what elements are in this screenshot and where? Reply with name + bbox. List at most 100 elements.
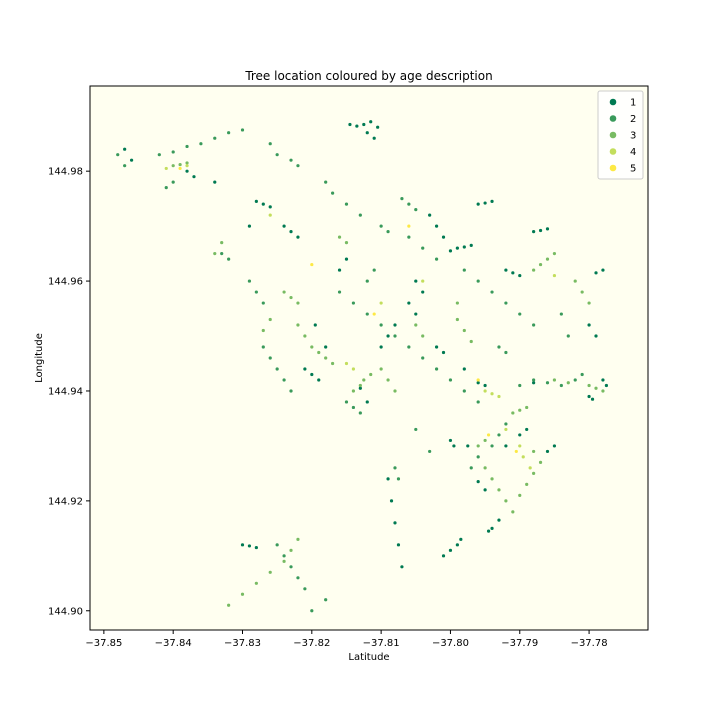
data-point-series-2 <box>213 136 217 140</box>
data-point-series-3 <box>282 290 286 294</box>
data-point-series-2 <box>296 576 300 580</box>
data-point-series-3 <box>490 477 494 481</box>
data-point-series-1 <box>268 205 272 209</box>
data-point-series-3 <box>282 559 286 563</box>
data-point-series-4 <box>483 389 487 393</box>
data-point-series-3 <box>511 411 515 415</box>
data-point-series-3 <box>185 161 189 165</box>
data-point-series-1 <box>604 383 609 388</box>
x-tick-label: −37.79 <box>501 638 538 649</box>
data-point-series-2 <box>469 466 473 470</box>
data-point-series-3 <box>337 235 342 239</box>
data-point-series-1 <box>310 372 314 377</box>
data-point-series-2 <box>275 153 279 157</box>
data-point-series-1 <box>483 488 487 492</box>
data-point-series-2 <box>518 312 522 316</box>
data-point-series-5 <box>514 449 518 454</box>
data-point-series-1 <box>455 246 459 250</box>
data-point-series-2 <box>573 378 577 382</box>
data-point-series-3 <box>358 383 362 388</box>
y-tick-label: 144.98 <box>48 167 83 178</box>
data-point-series-2 <box>407 202 411 206</box>
data-point-series-2 <box>199 142 203 146</box>
data-point-series-1 <box>379 345 383 349</box>
data-point-series-4 <box>164 166 168 171</box>
data-point-series-2 <box>490 290 494 294</box>
legend-label-4: 4 <box>630 147 636 158</box>
data-point-series-1 <box>261 202 265 206</box>
data-point-series-4 <box>521 455 525 459</box>
data-point-series-1 <box>396 543 401 547</box>
data-point-series-2 <box>393 466 397 470</box>
data-point-series-2 <box>289 389 293 393</box>
data-point-series-5 <box>178 166 182 171</box>
data-point-series-2 <box>324 180 328 184</box>
data-point-series-1 <box>355 124 359 128</box>
data-point-series-2 <box>532 378 536 382</box>
data-point-series-3 <box>351 389 356 393</box>
data-point-series-2 <box>324 598 328 602</box>
data-point-series-1 <box>358 386 362 390</box>
data-point-series-1 <box>296 235 300 239</box>
data-point-series-2 <box>164 186 168 190</box>
data-point-series-2 <box>497 345 501 349</box>
chart-title: Tree location coloured by age descriptio… <box>244 69 492 83</box>
data-point-series-1 <box>462 367 466 371</box>
data-point-series-2 <box>497 433 501 437</box>
data-point-series-2 <box>358 411 362 415</box>
y-tick-label: 144.96 <box>48 277 83 288</box>
data-point-series-1 <box>518 433 522 437</box>
data-point-series-3 <box>525 482 529 486</box>
data-point-series-2 <box>123 164 127 168</box>
data-point-series-1 <box>317 378 321 382</box>
data-point-series-3 <box>511 510 515 514</box>
data-point-series-2 <box>407 345 411 349</box>
data-point-series-2 <box>275 367 279 371</box>
data-point-series-2 <box>414 208 418 212</box>
data-point-series-5 <box>310 262 314 267</box>
data-point-series-4 <box>268 213 272 217</box>
data-point-series-3 <box>545 257 550 261</box>
data-point-series-2 <box>379 224 383 228</box>
data-point-series-1 <box>414 279 418 283</box>
data-point-series-1 <box>344 257 349 261</box>
data-point-series-4 <box>185 164 189 168</box>
data-point-series-1 <box>476 480 480 484</box>
data-point-series-2 <box>289 565 293 569</box>
data-point-series-5 <box>372 312 376 316</box>
data-point-series-2 <box>393 334 397 338</box>
data-point-series-1 <box>545 227 550 231</box>
data-point-series-2 <box>185 144 189 149</box>
data-point-series-2 <box>407 235 411 239</box>
data-point-series-1 <box>441 350 446 355</box>
data-point-series-2 <box>240 128 245 132</box>
plot-frame <box>89 85 649 631</box>
data-point-series-2 <box>434 257 439 261</box>
x-tick-label: −37.82 <box>293 638 330 649</box>
data-point-series-2 <box>428 449 432 454</box>
data-point-series-1 <box>192 175 196 179</box>
data-point-series-2 <box>351 405 356 410</box>
legend-marker-5 <box>609 164 617 172</box>
data-point-series-3 <box>240 592 245 596</box>
data-point-series-2 <box>434 367 439 371</box>
data-point-series-3 <box>369 372 373 377</box>
data-point-series-2 <box>171 180 175 184</box>
data-point-series-3 <box>261 328 265 333</box>
data-point-series-2 <box>400 197 404 201</box>
data-point-series-1 <box>393 521 397 525</box>
data-point-series-2 <box>396 477 401 481</box>
data-point-series-2 <box>171 150 175 154</box>
data-point-series-3 <box>289 548 293 552</box>
data-point-series-1 <box>587 323 591 327</box>
data-point-series-3 <box>469 339 473 344</box>
legend-label-3: 3 <box>630 131 636 142</box>
y-axis-title: Longitude <box>34 333 45 383</box>
data-point-series-4 <box>421 279 425 283</box>
data-point-series-2 <box>518 383 522 388</box>
data-point-series-3 <box>518 408 522 412</box>
data-point-series-3 <box>587 301 591 305</box>
data-point-series-2 <box>559 312 563 316</box>
data-point-series-1 <box>448 438 453 443</box>
